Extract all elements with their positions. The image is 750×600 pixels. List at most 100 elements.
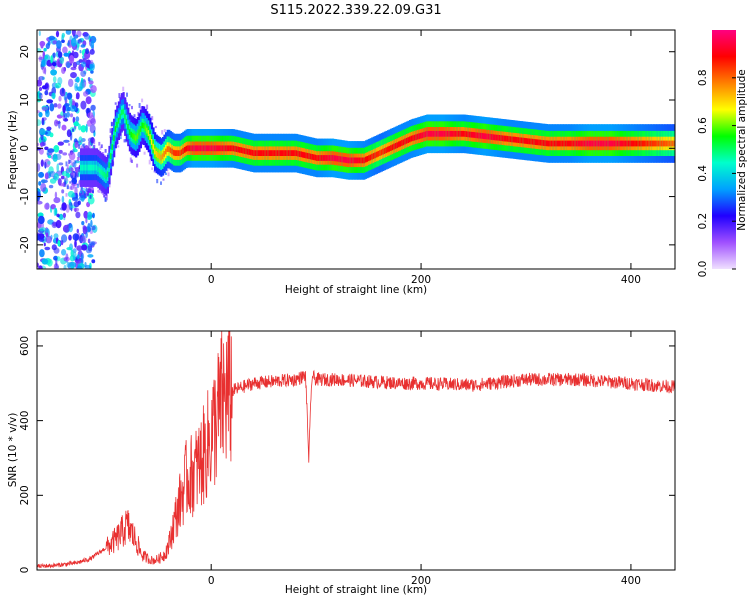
heatmap-ridge-cell (324, 155, 327, 161)
heatmap-cell (141, 98, 144, 103)
heatmap-cell (87, 77, 91, 82)
heatmap-ridge-cell (462, 130, 465, 137)
heatmap-cell (75, 172, 78, 177)
heatmap-ridge-cell (670, 140, 673, 147)
heatmap-cell (76, 265, 83, 269)
heatmap-ridge-cell (254, 150, 257, 156)
heatmap-cell (63, 52, 70, 57)
heatmap-cell (40, 182, 47, 192)
heatmap-ridge-cell (516, 137, 519, 143)
heatmap-ridge-cell (149, 134, 152, 140)
heatmap-cell (61, 124, 67, 131)
heatmap-ridge-cell (127, 124, 130, 130)
heatmap-ridge-cell (154, 148, 157, 155)
heatmap-cell (80, 100, 87, 110)
heatmap-ridge-cell (673, 140, 675, 147)
heatmap-ridge-cell (508, 136, 511, 142)
heatmap-cell (57, 51, 63, 58)
heatmap-ridge-cell (350, 157, 353, 164)
heatmap-cell (136, 163, 139, 168)
heatmap-ridge-cell (571, 140, 574, 147)
heatmap-ridge-cell (409, 136, 412, 143)
heatmap-ridge-cell (667, 140, 670, 147)
heatmap-ridge-cell (284, 150, 287, 156)
heatmap-ridge-cell (217, 145, 220, 152)
heatmap-ridge-cell (132, 132, 135, 139)
heatmap-cell (58, 95, 62, 102)
heatmap-cell (56, 213, 60, 218)
heatmap-cell (103, 192, 106, 197)
heatmap-cell (65, 193, 68, 197)
heatmap-ridge-cell (306, 152, 309, 159)
heatmap-ridge-cell (630, 140, 634, 147)
heatmap-cell (83, 91, 89, 97)
heatmap-cell (76, 183, 79, 188)
heatmap-cell (83, 143, 86, 148)
heatmap-cell (53, 103, 58, 108)
heatmap-ridge-cell (531, 138, 534, 145)
heatmap-ridge-cell (166, 146, 169, 152)
x-tick-label: 0 (208, 575, 215, 587)
heatmap-ridge-cell (520, 137, 523, 144)
heatmap-ridge-cell (479, 132, 482, 139)
heatmap-ridge-cell (437, 130, 440, 137)
heatmap-ridge-cell (383, 148, 386, 154)
heatmap-cell (72, 233, 80, 241)
heatmap-cell (123, 139, 126, 143)
heatmap-ridge-cell (541, 139, 544, 146)
heatmap-ridge-cell (242, 147, 245, 154)
heatmap-cell (161, 130, 164, 135)
heatmap-ridge-cell (525, 138, 528, 144)
heatmap-ridge-cell (671, 140, 675, 147)
heatmap-cell (61, 202, 67, 211)
heatmap-cell (119, 136, 122, 140)
heatmap-cell (47, 161, 51, 165)
heatmap-ridge-cell (105, 173, 108, 180)
heatmap-cell (42, 117, 47, 121)
heatmap-ridge-cell (599, 140, 602, 147)
heatmap-cell (91, 259, 96, 264)
heatmap-cell (61, 234, 68, 243)
heatmap-ridge-cell (449, 130, 453, 137)
heatmap-cell (80, 61, 87, 68)
heatmap-cell (128, 104, 131, 107)
heatmap-ridge-cell (654, 140, 657, 147)
heatmap-cell (45, 109, 50, 118)
heatmap-ridge-cell (665, 140, 668, 147)
heatmap-ridge-cell (635, 140, 638, 147)
heatmap-cell (87, 112, 94, 119)
heatmap-cell (39, 227, 47, 232)
snr-series-line (37, 331, 675, 569)
heatmap-ridge-cell (207, 145, 210, 152)
heatmap-ridge-cell (523, 137, 527, 144)
heatmap-cell (88, 141, 91, 147)
heatmap-cell (64, 182, 67, 187)
heatmap-ridge-cell (371, 153, 374, 160)
heatmap-cell (74, 141, 79, 148)
heatmap-ridge-cell (605, 140, 608, 147)
heatmap-ridge-cell (435, 130, 438, 137)
heatmap-cell (102, 191, 105, 195)
heatmap-ridge-cell (210, 145, 213, 152)
heatmap-ridge-cell (80, 164, 83, 171)
snr-y-axis-label: SNR (10 * v/v) (7, 413, 19, 488)
heatmap-ridge-cell (267, 150, 270, 156)
heatmap-cell (99, 146, 102, 150)
heatmap-ridge-cell (237, 146, 240, 153)
heatmap-ridge-cell (547, 140, 550, 147)
heatmap-ridge-cell (314, 154, 317, 161)
heatmap-ridge-cell (143, 122, 146, 129)
heatmap-ridge-cell (519, 137, 522, 144)
heatmap-ridge-cell (604, 140, 607, 147)
heatmap-ridge-cell (311, 154, 314, 160)
heatmap-ridge-cell (106, 171, 109, 178)
heatmap-ridge-cell (492, 134, 495, 141)
heatmap-ridge-cell (527, 138, 530, 145)
heatmap-ridge-cell (379, 150, 382, 156)
heatmap-cell (97, 190, 99, 193)
heatmap-ridge-cell (549, 140, 552, 147)
heatmap-ridge-cell (626, 140, 629, 147)
colorbar-tick-label: 0.6 (697, 117, 709, 134)
heatmap-cell (81, 143, 84, 147)
heatmap-ridge-cell (193, 145, 196, 152)
